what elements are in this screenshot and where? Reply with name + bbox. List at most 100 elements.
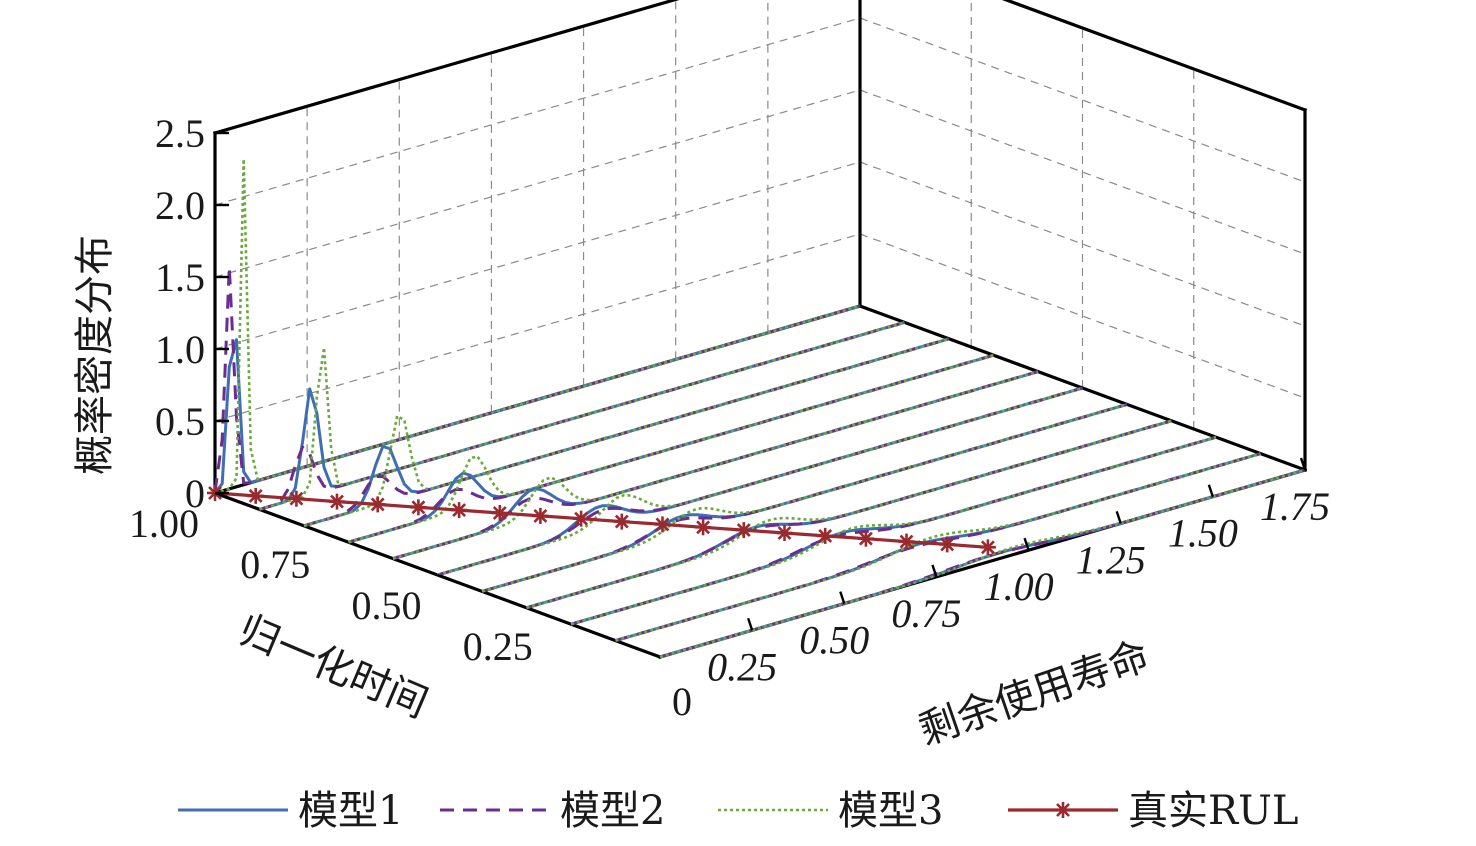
density-curve-3 [259, 321, 905, 511]
marker-stroke [899, 534, 914, 549]
density-curve-3 [659, 468, 1306, 659]
legend: 模型1 模型2 模型3 真实RUL [178, 788, 1298, 834]
marker-stroke [452, 503, 467, 518]
y-tick-mark [1207, 484, 1214, 498]
density-curve-2 [615, 452, 1261, 643]
y-tick-label: 1.25 [1076, 537, 1146, 582]
grid-line-side-horizontal [859, 161, 1306, 327]
y-tick-label: 1.00 [984, 564, 1054, 609]
z-tick-label: 2.0 [155, 183, 205, 228]
back-panes [215, 0, 1305, 493]
x-tick-mark [325, 532, 339, 540]
density-curve-3 [437, 386, 1083, 577]
y-tick-label: 0.50 [799, 618, 869, 663]
x-tick-label: 0.50 [352, 583, 422, 628]
true-rul-marker [654, 516, 671, 533]
marker-stroke [818, 528, 833, 543]
y-tick-mark [1115, 511, 1122, 524]
density-curves [213, 157, 1306, 659]
grid-line-side-horizontal [859, 233, 1306, 399]
marker-stroke [736, 523, 751, 538]
true-rul-marker [288, 490, 305, 507]
true-rul-marker [491, 505, 508, 521]
legend-marker [1055, 802, 1071, 818]
true-rul-marker [735, 522, 752, 539]
y-axis-label: 剩余使用寿命 [913, 633, 1155, 755]
grid-line-side-horizontal [859, 89, 1306, 255]
density-curve-3 [392, 370, 1039, 560]
marker-stroke [696, 520, 711, 535]
marker-stroke [614, 514, 629, 529]
x-tick-mark [214, 491, 228, 499]
legend-label-4: 真实RUL [1128, 788, 1298, 834]
y-tick-label: 0.75 [891, 591, 961, 636]
marker-stroke [980, 540, 995, 555]
marker-stroke [1056, 803, 1070, 817]
marker-stroke [248, 488, 263, 503]
density-curve-3 [481, 403, 1128, 593]
true-rul-marker [898, 533, 915, 550]
z-tick-label: 0 [185, 471, 205, 516]
legend-label-3: 模型3 [838, 788, 943, 834]
true-rul-marker [329, 493, 345, 510]
density-curve-3 [303, 337, 950, 528]
z-tick-label: 1.5 [155, 255, 205, 300]
legend-label-2: 模型2 [560, 788, 665, 834]
legend-label-1: 模型1 [298, 788, 403, 834]
x-tick-mark [548, 614, 562, 622]
density-curve-2 [526, 419, 1172, 610]
true-rul-marker [369, 496, 386, 513]
y-tick-mark [839, 591, 846, 604]
density-curve-2 [259, 320, 905, 511]
x-tick-label: 1.00 [129, 501, 199, 546]
true-rul-marker [695, 519, 712, 536]
density-curve-2 [348, 353, 994, 544]
marker-stroke [289, 491, 304, 506]
tick-labels: 0 0.5 1.0 1.5 2.0 2.5 0.25 0.50 0.75 1.00 0.25 0.50… [129, 111, 1330, 724]
marker-stroke [655, 517, 670, 532]
y-tick-label: 0.25 [707, 644, 777, 689]
marker-stroke [940, 537, 955, 552]
grid-line-side-horizontal [859, 17, 1306, 183]
z-tick-label: 0.5 [155, 399, 205, 444]
true-rul-marker [410, 499, 427, 516]
marker-stroke [574, 511, 589, 526]
marker-stroke [492, 506, 507, 520]
z-axis-label: 概率密度分布 [72, 235, 118, 475]
frame-top-side [1001, 0, 1308, 113]
true-rul-marker [817, 527, 834, 544]
true-rul-marker [451, 502, 468, 519]
side-wall-pane [860, 0, 1305, 470]
density-curve-3 [214, 157, 861, 495]
marker-stroke [330, 494, 344, 509]
marker-stroke [411, 500, 426, 515]
grid-lines [214, 0, 1306, 467]
x-tick-label: 0.75 [240, 542, 310, 587]
y-tick-mark [931, 564, 938, 578]
true-rul-marker [613, 513, 630, 530]
marker-stroke [533, 508, 548, 523]
back-wall-pane [215, 0, 860, 493]
y-tick-mark [1299, 457, 1307, 471]
y-tick-label: 1.50 [1168, 511, 1238, 556]
true-rul-marker [532, 507, 549, 524]
marker-stroke [370, 497, 385, 512]
true-rul-marker [979, 539, 996, 556]
marker-stroke [858, 531, 873, 546]
z-tick-label: 2.5 [155, 111, 205, 156]
frame-top-back [213, 0, 680, 135]
y-tick-mark [1023, 537, 1030, 551]
true-rul-marker [857, 530, 874, 547]
y-tick-label: 1.75 [1260, 484, 1330, 529]
true-rul-marker [573, 510, 590, 527]
z-tick-label: 1.0 [155, 327, 205, 372]
true-rul-marker [247, 487, 264, 504]
x-tick-mark [437, 573, 450, 581]
y-tick-mark [747, 617, 754, 631]
density-curve-2 [570, 435, 1217, 626]
marker-stroke [777, 526, 792, 540]
x-tick-label: 0.25 [463, 624, 533, 669]
y-tick-label-origin: 0 [672, 679, 692, 724]
true-rul-series [207, 485, 996, 556]
